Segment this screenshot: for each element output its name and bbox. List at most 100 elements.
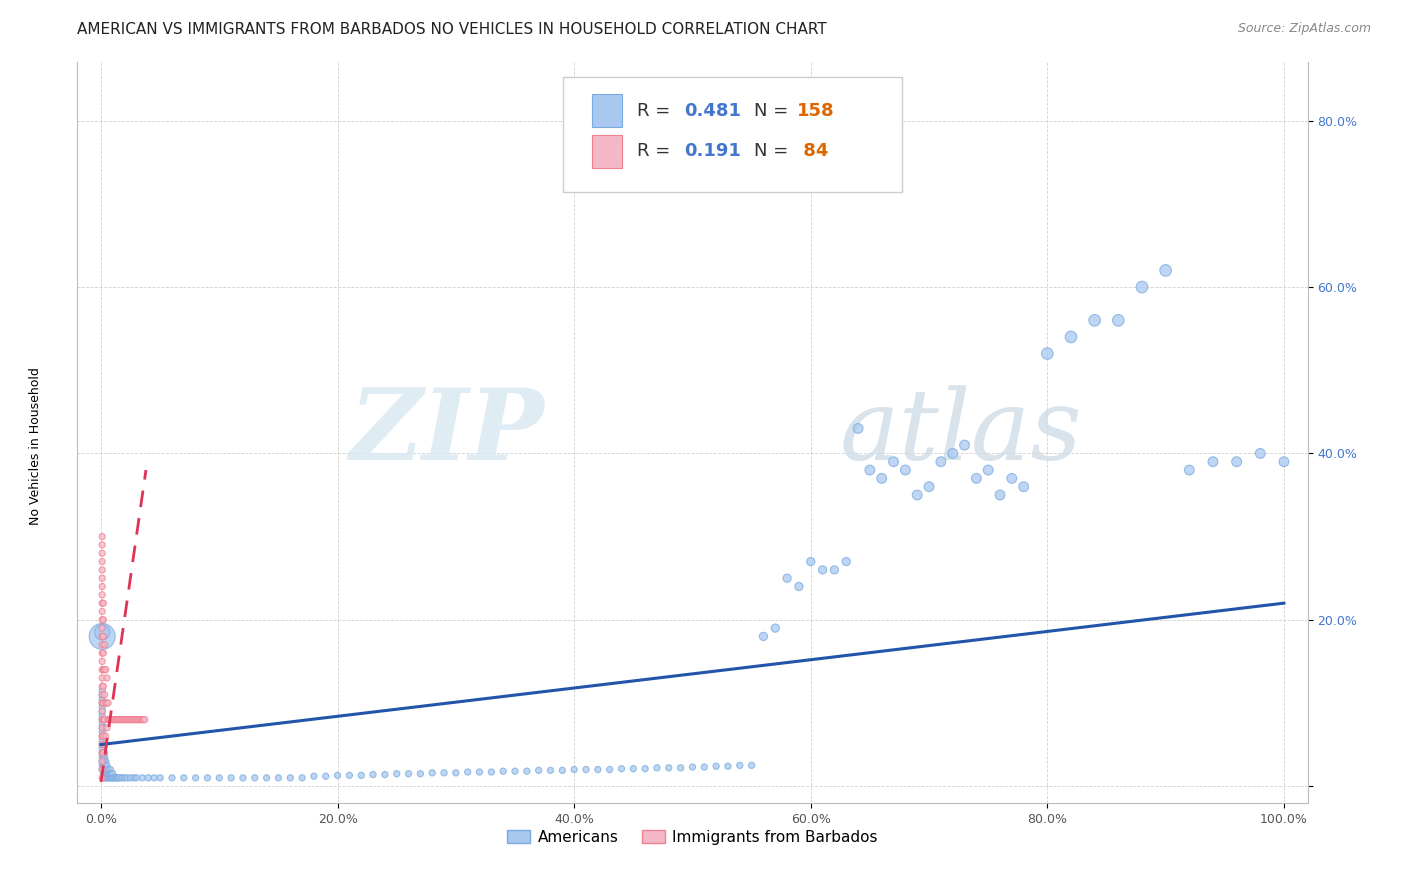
Point [91, 733, 114, 747]
Point [374, 767, 396, 781]
Point [91, 704, 114, 718]
Point [682, 760, 704, 774]
Point [93, 729, 115, 743]
Point [120, 713, 142, 727]
Point [93, 746, 115, 760]
FancyBboxPatch shape [564, 78, 901, 192]
Point [103, 713, 125, 727]
Point [101, 766, 124, 780]
Point [93, 663, 115, 677]
Point [97, 713, 120, 727]
Point [350, 768, 373, 782]
Point [91, 713, 114, 727]
Point [918, 480, 941, 494]
Point [98, 713, 121, 727]
Point [256, 771, 278, 785]
Point [91, 700, 114, 714]
Point [91, 721, 114, 735]
Point [91, 625, 114, 640]
Point [93, 766, 115, 780]
Point [94, 766, 117, 780]
Point [93, 771, 115, 785]
Point [645, 761, 668, 775]
Point [104, 771, 127, 785]
Point [107, 771, 129, 785]
Point [91, 588, 114, 602]
Point [232, 771, 254, 785]
Point [94, 758, 117, 772]
Point [101, 713, 124, 727]
Point [98, 771, 121, 785]
Point [131, 771, 153, 785]
Point [208, 771, 231, 785]
Point [105, 771, 128, 785]
Point [883, 455, 905, 469]
Point [96, 771, 118, 785]
Point [575, 763, 598, 777]
Point [859, 463, 882, 477]
Point [91, 758, 114, 772]
Point [278, 771, 301, 785]
Point [1036, 346, 1059, 360]
Point [93, 746, 115, 760]
Point [942, 446, 965, 460]
Point [114, 771, 136, 785]
Point [516, 764, 538, 779]
Point [93, 738, 115, 752]
Point [835, 555, 858, 569]
Point [108, 713, 131, 727]
Legend: Americans, Immigrants from Barbados: Americans, Immigrants from Barbados [501, 823, 884, 851]
Point [93, 596, 115, 610]
Point [1249, 446, 1271, 460]
Point [107, 713, 129, 727]
Point [1272, 455, 1295, 469]
Point [93, 758, 115, 772]
Point [115, 771, 138, 785]
Text: 158: 158 [797, 102, 835, 120]
Point [479, 764, 502, 779]
Point [125, 713, 148, 727]
Point [267, 771, 290, 785]
Point [91, 696, 114, 710]
Point [93, 638, 115, 652]
Point [93, 679, 115, 693]
FancyBboxPatch shape [592, 94, 623, 128]
Point [136, 771, 159, 785]
Point [634, 762, 657, 776]
Point [91, 716, 114, 731]
Point [105, 713, 128, 727]
Point [96, 758, 118, 772]
Point [339, 768, 361, 782]
Point [91, 663, 114, 677]
Point [93, 746, 115, 760]
Point [128, 713, 150, 727]
Point [184, 771, 207, 785]
Point [91, 530, 114, 544]
Point [122, 713, 145, 727]
Point [94, 696, 117, 710]
Point [117, 713, 139, 727]
Point [96, 671, 118, 685]
Point [125, 771, 148, 785]
Point [1107, 313, 1129, 327]
Point [91, 671, 114, 685]
Point [1060, 330, 1083, 344]
Point [93, 688, 115, 702]
Point [704, 759, 727, 773]
Point [131, 713, 153, 727]
Point [586, 763, 609, 777]
Point [420, 765, 443, 780]
Point [823, 563, 845, 577]
Point [93, 750, 115, 764]
Text: N =: N = [754, 143, 800, 161]
Point [1084, 313, 1107, 327]
Point [94, 771, 117, 785]
Point [787, 580, 810, 594]
Point [752, 629, 775, 643]
Point [96, 696, 118, 710]
Point [91, 605, 114, 619]
Point [129, 713, 152, 727]
Point [1226, 455, 1249, 469]
Point [91, 555, 114, 569]
Point [776, 571, 799, 585]
